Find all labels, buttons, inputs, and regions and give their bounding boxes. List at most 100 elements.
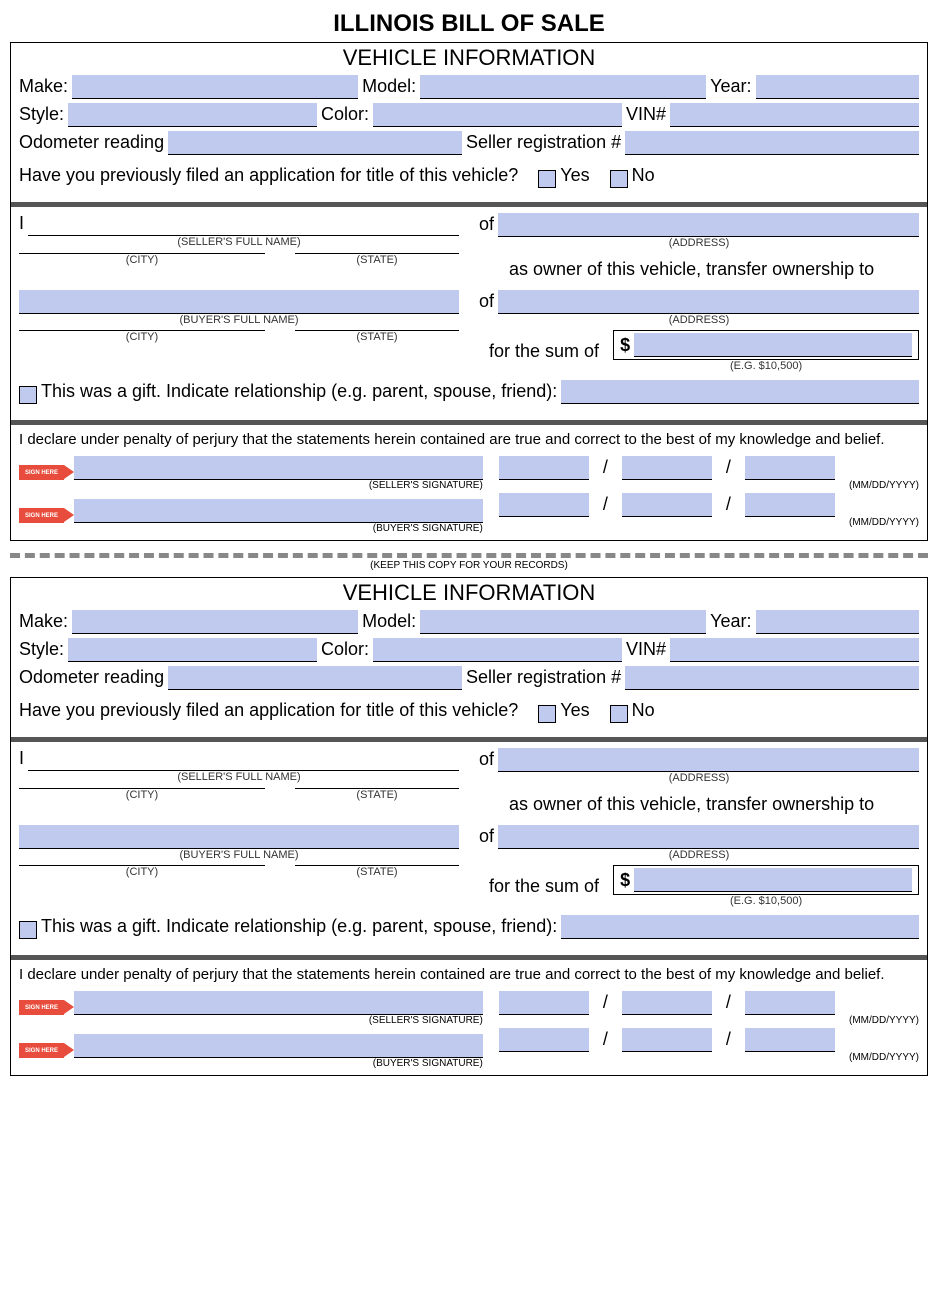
form-copy-1: VEHICLE INFORMATION Make: Model: Year: S… <box>10 42 928 541</box>
vin-field[interactable] <box>670 103 919 127</box>
vin-label: VIN# <box>626 104 666 127</box>
for-sum-label: for the sum of <box>479 876 609 897</box>
amount-box: $ <box>613 330 919 360</box>
make-label: Make: <box>19 611 68 634</box>
slash: / <box>722 494 735 517</box>
style-label: Style: <box>19 639 64 662</box>
odometer-field[interactable] <box>168 131 462 155</box>
buyer-date-yy[interactable] <box>745 1028 835 1052</box>
buyer-address-field[interactable] <box>498 825 919 849</box>
model-field[interactable] <box>420 610 706 634</box>
vin-label: VIN# <box>626 639 666 662</box>
seller-date-dd[interactable] <box>622 456 712 480</box>
amount-sub: (E.G. $10,500) <box>613 360 919 372</box>
seller-city-sub: (CITY) <box>19 254 265 266</box>
i-label: I <box>19 748 24 771</box>
amount-field[interactable] <box>634 868 912 892</box>
buyer-address-field[interactable] <box>498 290 919 314</box>
slash: / <box>722 992 735 1015</box>
seller-name-sub: (SELLER'S FULL NAME) <box>19 236 459 248</box>
seller-date-yy[interactable] <box>745 991 835 1015</box>
prev-filed-label: Have you previously filed an application… <box>19 165 518 188</box>
seller-sig-field[interactable] <box>74 456 483 480</box>
seller-date-dd[interactable] <box>622 991 712 1015</box>
slash: / <box>722 457 735 480</box>
seller-reg-field[interactable] <box>625 131 919 155</box>
no-checkbox[interactable] <box>610 170 628 188</box>
yes-checkbox[interactable] <box>538 170 556 188</box>
seller-address-field[interactable] <box>498 748 919 772</box>
seller-address-field[interactable] <box>498 213 919 237</box>
of-label-2: of <box>479 826 494 849</box>
seller-reg-label: Seller registration # <box>466 132 621 155</box>
tear-line <box>10 553 928 558</box>
buyer-sig-label: (BUYER'S SIGNATURE) <box>11 1058 491 1075</box>
dollar-sign: $ <box>620 870 630 891</box>
buyer-name-field[interactable] <box>19 290 459 314</box>
buyer-date-dd[interactable] <box>622 493 712 517</box>
buyer-date-yy[interactable] <box>745 493 835 517</box>
of-label-1: of <box>479 214 494 237</box>
seller-sig-label: (SELLER'S SIGNATURE) <box>11 1015 491 1032</box>
style-label: Style: <box>19 104 64 127</box>
seller-city-sub: (CITY) <box>19 789 265 801</box>
odometer-label: Odometer reading <box>19 132 164 155</box>
yes-checkbox[interactable] <box>538 705 556 723</box>
seller-date-mm[interactable] <box>499 991 589 1015</box>
gift-field[interactable] <box>561 380 919 404</box>
make-field[interactable] <box>72 610 358 634</box>
seller-reg-label: Seller registration # <box>466 667 621 690</box>
seller-date-mm[interactable] <box>499 456 589 480</box>
slash: / <box>599 457 612 480</box>
slash: / <box>599 494 612 517</box>
of-label-2: of <box>479 291 494 314</box>
seller-address-sub: (ADDRESS) <box>479 772 919 784</box>
gift-field[interactable] <box>561 915 919 939</box>
model-field[interactable] <box>420 75 706 99</box>
color-field[interactable] <box>373 103 622 127</box>
style-field[interactable] <box>68 638 317 662</box>
buyer-state-sub: (STATE) <box>295 331 459 343</box>
style-field[interactable] <box>68 103 317 127</box>
buyer-date-mm[interactable] <box>499 493 589 517</box>
seller-date-label: (MM/DD/YYYY) <box>491 1015 927 1026</box>
slash: / <box>599 1029 612 1052</box>
buyer-date-mm[interactable] <box>499 1028 589 1052</box>
seller-address-sub: (ADDRESS) <box>479 237 919 249</box>
year-field[interactable] <box>756 610 919 634</box>
buyer-name-field[interactable] <box>19 825 459 849</box>
buyer-date-dd[interactable] <box>622 1028 712 1052</box>
of-label-1: of <box>479 749 494 772</box>
seller-name-sub: (SELLER'S FULL NAME) <box>19 771 459 783</box>
seller-reg-field[interactable] <box>625 666 919 690</box>
seller-sig-field[interactable] <box>74 991 483 1015</box>
transfer-text: as owner of this vehicle, transfer owner… <box>479 788 919 825</box>
make-field[interactable] <box>72 75 358 99</box>
for-sum-label: for the sum of <box>479 341 609 362</box>
buyer-address-sub: (ADDRESS) <box>479 849 919 861</box>
buyer-address-sub: (ADDRESS) <box>479 314 919 326</box>
gift-checkbox[interactable] <box>19 386 37 404</box>
no-label: No <box>632 165 655 188</box>
buyer-sig-field[interactable] <box>74 1034 483 1058</box>
declare-text: I declare under penalty of perjury that … <box>11 960 927 989</box>
prev-filed-label: Have you previously filed an application… <box>19 700 518 723</box>
year-field[interactable] <box>756 75 919 99</box>
form-copy-2: VEHICLE INFORMATION Make: Model: Year: S… <box>10 577 928 1076</box>
make-label: Make: <box>19 76 68 99</box>
amount-field[interactable] <box>634 333 912 357</box>
seller-date-yy[interactable] <box>745 456 835 480</box>
no-label: No <box>632 700 655 723</box>
color-label: Color: <box>321 639 369 662</box>
amount-box: $ <box>613 865 919 895</box>
transfer-text: as owner of this vehicle, transfer owner… <box>479 253 919 290</box>
model-label: Model: <box>362 76 416 99</box>
color-field[interactable] <box>373 638 622 662</box>
odometer-field[interactable] <box>168 666 462 690</box>
no-checkbox[interactable] <box>610 705 628 723</box>
gift-checkbox[interactable] <box>19 921 37 939</box>
vin-field[interactable] <box>670 638 919 662</box>
amount-sub: (E.G. $10,500) <box>613 895 919 907</box>
yes-label: Yes <box>560 165 589 188</box>
buyer-sig-field[interactable] <box>74 499 483 523</box>
